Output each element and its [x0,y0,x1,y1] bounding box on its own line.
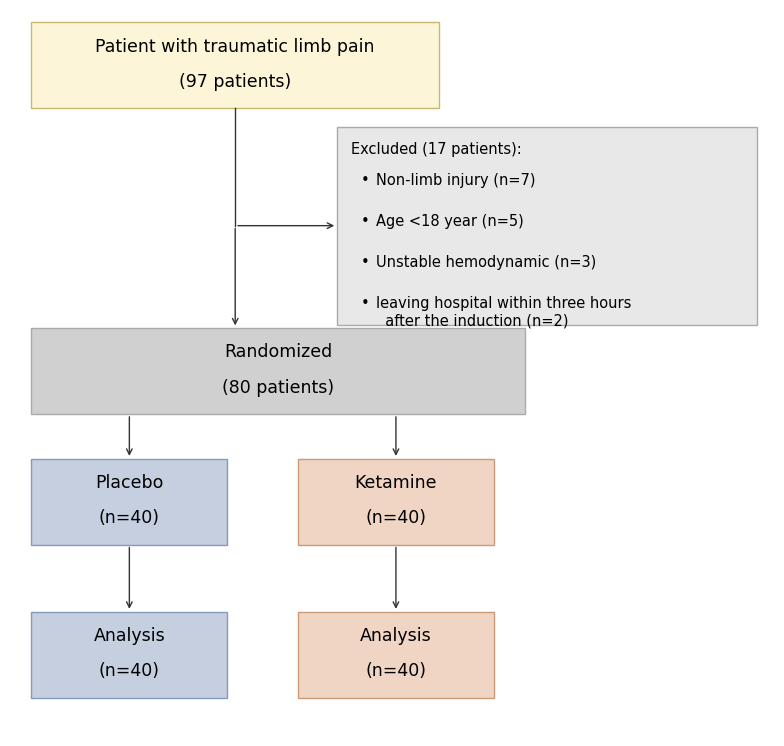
Text: Unstable hemodynamic (n=3): Unstable hemodynamic (n=3) [376,255,597,270]
Bar [298,459,494,545]
Text: Patient with traumatic limb pain: Patient with traumatic limb pain [96,37,375,56]
Text: •: • [361,255,369,270]
Text: (97 patients): (97 patients) [179,72,292,91]
Text: •: • [361,173,369,188]
Text: Analysis: Analysis [93,627,165,645]
Text: (n=40): (n=40) [365,509,426,527]
Text: (80 patients): (80 patients) [222,378,335,397]
Bar [31,22,439,108]
Bar [31,328,525,414]
Text: (n=40): (n=40) [99,509,160,527]
Bar [31,459,227,545]
Text: Placebo: Placebo [95,474,164,492]
Bar [337,127,757,325]
Text: Non-limb injury (n=7): Non-limb injury (n=7) [376,173,535,188]
Text: •: • [361,214,369,229]
Text: Analysis: Analysis [360,627,432,645]
Text: (n=40): (n=40) [99,662,160,680]
Text: Ketamine: Ketamine [354,474,437,492]
Bar [298,612,494,698]
Text: •: • [361,296,369,311]
Bar [31,612,227,698]
Text: (n=40): (n=40) [365,662,426,680]
Text: Age <18 year (n=5): Age <18 year (n=5) [376,214,524,229]
Text: Randomized: Randomized [224,343,332,362]
Text: leaving hospital within three hours
  after the induction (n=2): leaving hospital within three hours afte… [376,296,632,328]
Text: Excluded (17 patients):: Excluded (17 patients): [351,142,522,157]
